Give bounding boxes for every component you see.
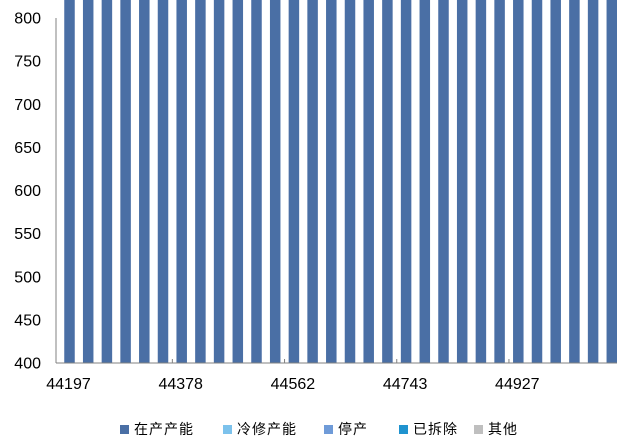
y-tick-label-650: 650 xyxy=(14,140,41,157)
bar-44621-series-0 xyxy=(326,0,337,363)
y-tick-label-500: 500 xyxy=(14,269,41,286)
y-tick-label-800: 800 xyxy=(14,11,41,28)
legend-swatch-0 xyxy=(120,425,129,434)
bar-44986-series-0 xyxy=(550,0,561,363)
legend-label-4: 其他 xyxy=(488,422,518,438)
legend-label-0: 在产产能 xyxy=(134,422,194,438)
y-tick-label-750: 750 xyxy=(14,54,41,71)
legend-swatch-4 xyxy=(474,425,483,434)
bar-44256-series-0 xyxy=(101,0,113,363)
legend-swatch-2 xyxy=(324,425,333,434)
x-tick-label-44197: 44197 xyxy=(46,376,91,393)
bar-44228-series-0 xyxy=(82,0,94,363)
y-tick-label-450: 450 xyxy=(14,312,41,329)
bar-44927-series-0 xyxy=(513,0,524,364)
legend-label-1: 冷修产能 xyxy=(237,422,297,438)
bar-44562-series-0 xyxy=(288,0,300,363)
legend-swatch-3 xyxy=(399,425,408,434)
bar-44713-series-0 xyxy=(382,0,393,364)
bar-44470-series-0 xyxy=(232,0,244,363)
bar-44317-series-0 xyxy=(139,0,150,363)
bar-44958-series-0 xyxy=(531,0,543,363)
bar-44287-series-0 xyxy=(120,0,131,363)
bar-44866-series-0 xyxy=(475,0,487,364)
x-tick-label-44927: 44927 xyxy=(495,376,540,393)
y-tick-label-550: 550 xyxy=(14,226,41,243)
bar-44652-series-0 xyxy=(344,0,356,364)
bar-45078-series-0 xyxy=(606,0,617,363)
bars xyxy=(64,0,617,364)
bar-44409-series-0 xyxy=(195,0,206,363)
y-axis-labels: 400 450 500 550 600 650 700 750 800 xyxy=(14,11,41,373)
bar-44531-series-0 xyxy=(269,0,281,363)
bar-44348-series-0 xyxy=(157,0,169,363)
legend-label-3: 已拆除 xyxy=(413,422,458,438)
x-tick-label-44743: 44743 xyxy=(383,376,428,393)
x-tick-label-44562: 44562 xyxy=(271,376,316,393)
legend-label-2: 停产 xyxy=(338,421,368,438)
bar-44593-series-0 xyxy=(307,0,318,364)
bar-44774-series-0 xyxy=(419,0,431,363)
bar-44682-series-0 xyxy=(363,0,374,364)
bar-44896-series-0 xyxy=(494,0,505,364)
bar-44197-series-0 xyxy=(64,0,75,364)
legend: 在产产能 冷修产能 停产 已拆除 其他 xyxy=(120,421,518,438)
y-tick-label-600: 600 xyxy=(14,183,41,200)
bar-44378-series-0 xyxy=(176,0,187,363)
bar-45017-series-0 xyxy=(569,0,580,364)
bar-45047-series-0 xyxy=(587,0,599,364)
bar-44805-series-0 xyxy=(438,0,449,363)
x-tick-label-44378: 44378 xyxy=(158,376,203,393)
bar-44743-series-0 xyxy=(400,0,412,364)
y-tick-label-700: 700 xyxy=(14,97,41,114)
bar-44835-series-0 xyxy=(456,0,468,363)
legend-swatch-1 xyxy=(223,425,232,434)
y-tick-label-400: 400 xyxy=(14,356,41,373)
bar-44501-series-0 xyxy=(251,0,262,363)
bar-44440-series-0 xyxy=(213,0,225,363)
x-axis-labels: 44197 44378 44562 44743 44927 xyxy=(46,359,540,393)
